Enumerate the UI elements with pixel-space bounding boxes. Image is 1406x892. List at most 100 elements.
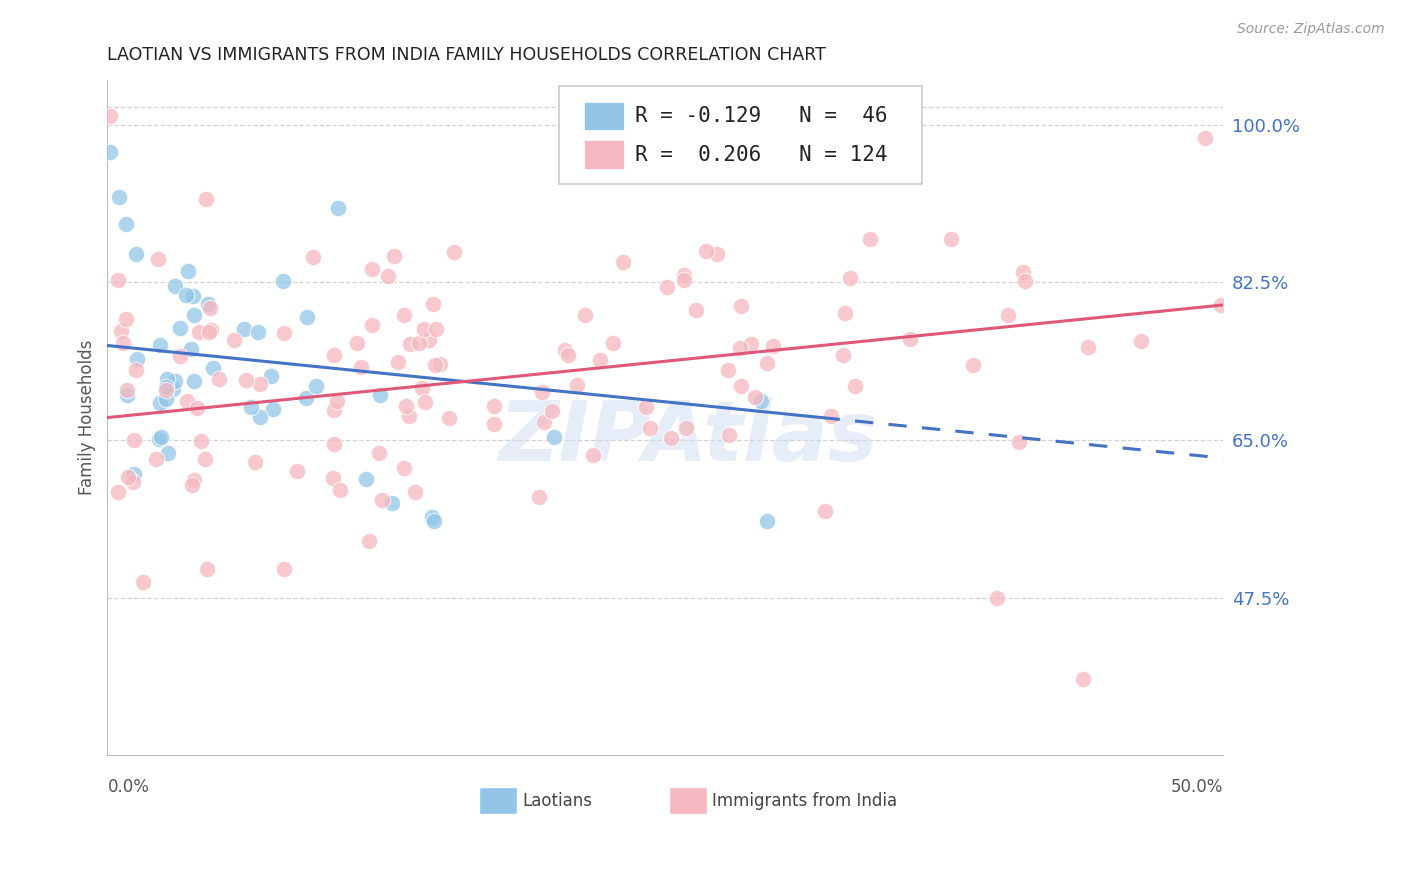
Point [361, 318, 384, 332]
Point [834, 306, 856, 320]
Point [183, 473, 205, 487]
Point [117, 388, 139, 402]
Point [208, 372, 231, 386]
Point [260, 368, 283, 383]
Text: Immigrants from India: Immigrants from India [713, 792, 897, 810]
Point [150, 430, 173, 444]
Point [484, 399, 506, 413]
Point [155, 392, 177, 407]
Point [124, 246, 146, 260]
FancyBboxPatch shape [583, 140, 624, 169]
Point [273, 562, 295, 576]
Point [121, 475, 143, 489]
Point [541, 403, 564, 417]
Point [194, 192, 217, 206]
Text: R =  0.206   N = 124: R = 0.206 N = 124 [636, 145, 887, 165]
Point [404, 485, 426, 500]
Point [825, 161, 848, 176]
Point [125, 363, 148, 377]
Point [177, 264, 200, 278]
Point [962, 358, 984, 372]
Point [429, 357, 451, 371]
Point [246, 325, 269, 339]
Point [425, 322, 447, 336]
Point [198, 301, 221, 315]
Point [197, 296, 219, 310]
Point [638, 421, 661, 435]
Point [728, 341, 751, 355]
Text: R = -0.129   N =  46: R = -0.129 N = 46 [636, 106, 887, 126]
Point [565, 377, 588, 392]
Point [1011, 265, 1033, 279]
Point [418, 333, 440, 347]
Point [484, 417, 506, 431]
Point [156, 372, 179, 386]
Point [239, 400, 262, 414]
Point [859, 231, 882, 245]
Text: Laotians: Laotians [523, 792, 592, 810]
Point [350, 359, 373, 374]
Point [655, 280, 678, 294]
Point [744, 390, 766, 404]
Text: 0.0%: 0.0% [107, 778, 149, 796]
Text: 50.0%: 50.0% [1171, 778, 1223, 796]
Point [360, 262, 382, 277]
Y-axis label: Family Households: Family Households [79, 340, 96, 495]
Point [149, 338, 172, 352]
Point [986, 591, 1008, 605]
Point [1077, 340, 1099, 354]
Point [408, 335, 430, 350]
Point [181, 288, 204, 302]
Point [412, 322, 434, 336]
Point [531, 384, 554, 399]
Point [155, 383, 177, 397]
Point [157, 446, 180, 460]
Point [554, 343, 576, 358]
Point [602, 335, 624, 350]
Point [422, 297, 444, 311]
Point [111, 335, 134, 350]
Point [107, 484, 129, 499]
Point [423, 514, 446, 528]
Point [145, 452, 167, 467]
Point [180, 343, 202, 357]
Point [162, 382, 184, 396]
Point [420, 509, 443, 524]
Point [122, 434, 145, 448]
Point [163, 374, 186, 388]
Point [117, 470, 139, 484]
Point [169, 320, 191, 334]
Point [354, 473, 377, 487]
Text: LAOTIAN VS IMMIGRANTS FROM INDIA FAMILY HOUSEHOLDS CORRELATION CHART: LAOTIAN VS IMMIGRANTS FROM INDIA FAMILY … [107, 46, 827, 64]
Point [115, 311, 138, 326]
Point [411, 381, 433, 395]
Point [233, 322, 256, 336]
Point [756, 357, 779, 371]
Point [198, 325, 221, 339]
Point [132, 575, 155, 590]
Point [148, 252, 170, 266]
Point [222, 333, 245, 347]
Point [898, 332, 921, 346]
Point [357, 534, 380, 549]
Point [1008, 435, 1031, 450]
Point [839, 271, 862, 285]
Point [183, 375, 205, 389]
Point [533, 415, 555, 429]
FancyBboxPatch shape [560, 87, 922, 185]
Point [574, 308, 596, 322]
Point [323, 403, 346, 417]
Point [659, 431, 682, 445]
FancyBboxPatch shape [669, 788, 707, 814]
Point [322, 471, 344, 485]
Point [235, 373, 257, 387]
Point [249, 376, 271, 391]
Point [941, 232, 963, 246]
Point [997, 308, 1019, 322]
FancyBboxPatch shape [479, 788, 517, 814]
Point [346, 336, 368, 351]
Point [176, 393, 198, 408]
Point [1071, 672, 1094, 686]
Point [377, 268, 399, 283]
Point [149, 396, 172, 410]
